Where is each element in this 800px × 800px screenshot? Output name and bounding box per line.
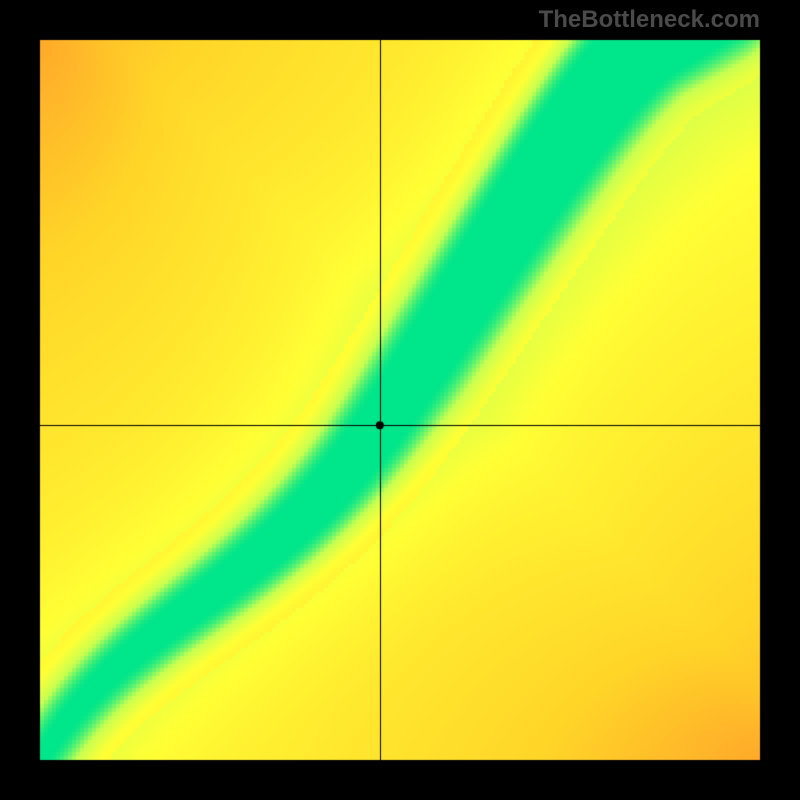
watermark-text: TheBottleneck.com bbox=[539, 6, 760, 34]
bottleneck-heatmap bbox=[0, 0, 800, 800]
chart-container: { "chart": { "type": "heatmap", "canvas"… bbox=[0, 0, 800, 800]
